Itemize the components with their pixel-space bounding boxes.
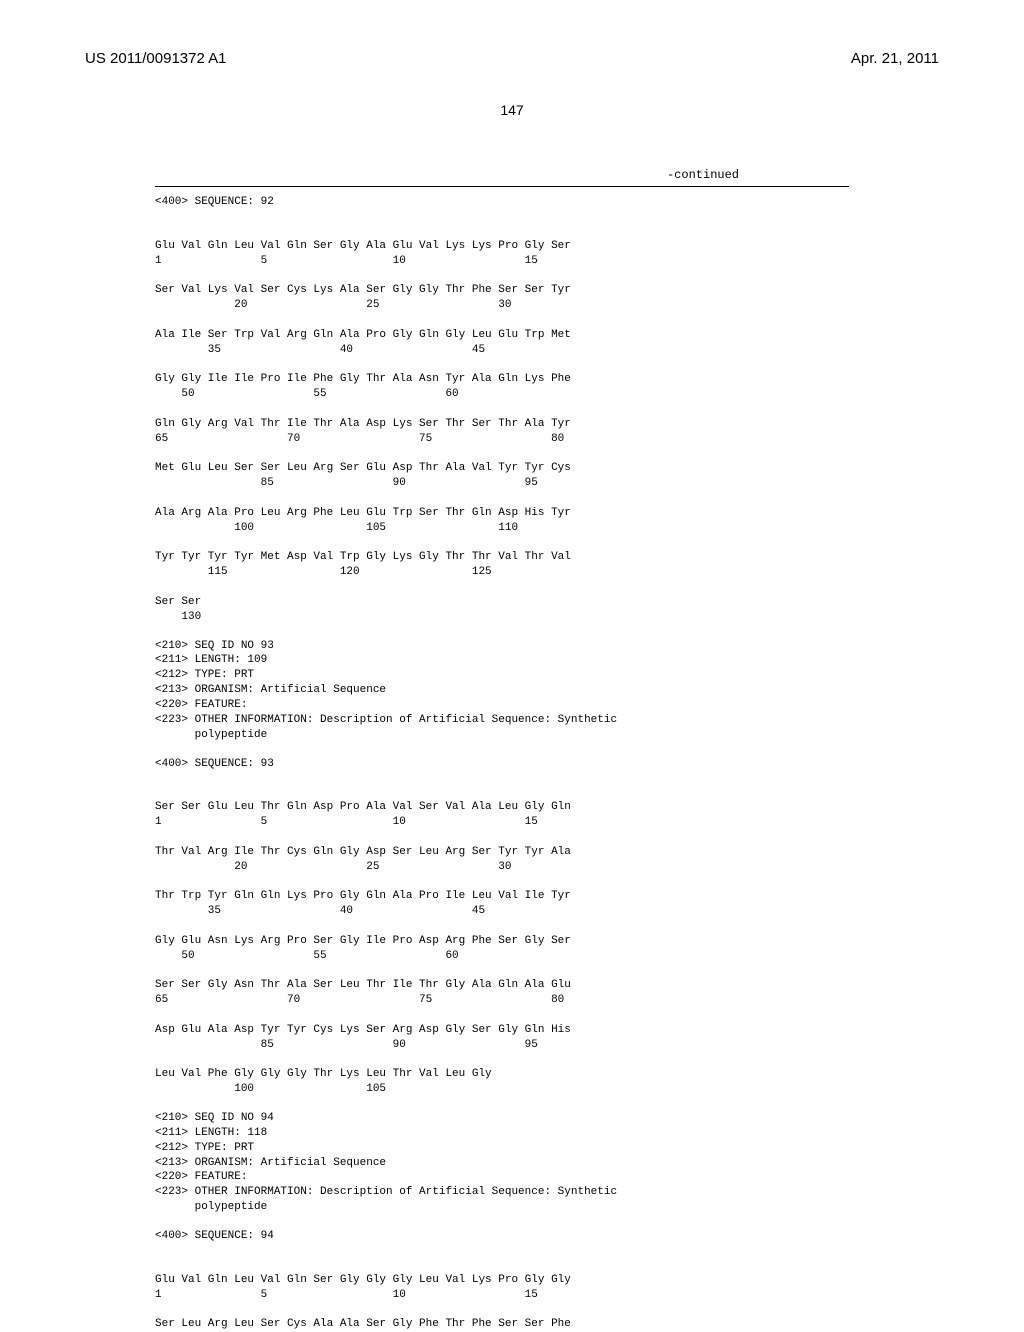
sequence-93-header: <400> SEQUENCE: 93 <box>155 757 939 772</box>
continued-label: -continued <box>85 168 939 182</box>
seq-row-residues: Gly Glu Asn Lys Arg Pro Ser Gly Ile Pro … <box>155 935 571 947</box>
seq-row-residues: Ser Ser Glu Leu Thr Gln Asp Pro Ala Val … <box>155 801 571 813</box>
seq-row-numbers: 115 120 125 <box>155 566 492 578</box>
seq-row-residues: Met Glu Leu Ser Ser Leu Arg Ser Glu Asp … <box>155 462 571 474</box>
sequence-93-meta: <210> SEQ ID NO 93 <211> LENGTH: 109 <21… <box>155 639 939 743</box>
page-header: US 2011/0091372 A1 Apr. 21, 2011 <box>85 50 939 67</box>
seq-row-residues: Tyr Tyr Tyr Tyr Met Asp Val Trp Gly Lys … <box>155 551 571 563</box>
seq-row-numbers: 50 55 60 <box>155 950 459 962</box>
seq-row-numbers: 85 90 95 <box>155 477 538 489</box>
sequence-94-body: Glu Val Gln Leu Val Gln Ser Gly Gly Gly … <box>155 1258 939 1332</box>
seq-row-residues: Glu Val Gln Leu Val Gln Ser Gly Ala Glu … <box>155 240 571 252</box>
divider <box>155 186 849 187</box>
seq-row-numbers: 35 40 45 <box>155 344 485 356</box>
seq-row-residues: Glu Val Gln Leu Val Gln Ser Gly Gly Gly … <box>155 1274 571 1286</box>
seq-row-residues: Ser Val Lys Val Ser Cys Lys Ala Ser Gly … <box>155 284 571 296</box>
page: US 2011/0091372 A1 Apr. 21, 2011 147 -co… <box>0 0 1024 1320</box>
seq-row-numbers: 1 5 10 15 <box>155 255 538 267</box>
seq-row-numbers: 65 70 75 80 <box>155 994 564 1006</box>
seq-row-residues: Thr Trp Tyr Gln Gln Lys Pro Gly Gln Ala … <box>155 890 571 902</box>
seq-row-residues: Ser Ser <box>155 596 201 608</box>
seq-row-numbers: 85 90 95 <box>155 1039 538 1051</box>
seq-row-residues: Ala Ile Ser Trp Val Arg Gln Ala Pro Gly … <box>155 329 571 341</box>
seq-row-residues: Ser Leu Arg Leu Ser Cys Ala Ala Ser Gly … <box>155 1318 571 1330</box>
seq-row-residues: Thr Val Arg Ile Thr Cys Gln Gly Asp Ser … <box>155 846 571 858</box>
seq-row-residues: Gln Gly Arg Val Thr Ile Thr Ala Asp Lys … <box>155 418 571 430</box>
publication-date: Apr. 21, 2011 <box>851 50 939 67</box>
seq-row-numbers: 100 105 110 <box>155 522 518 534</box>
sequence-94-meta: <210> SEQ ID NO 94 <211> LENGTH: 118 <21… <box>155 1111 939 1215</box>
seq-row-numbers: 1 5 10 15 <box>155 816 538 828</box>
sequence-93-body: Ser Ser Glu Leu Thr Gln Asp Pro Ala Val … <box>155 785 939 1097</box>
seq-row-numbers: 65 70 75 80 <box>155 433 564 445</box>
patent-number: US 2011/0091372 A1 <box>85 50 227 67</box>
seq-row-numbers: 20 25 30 <box>155 299 511 311</box>
sequence-92-body: Glu Val Gln Leu Val Gln Ser Gly Ala Glu … <box>155 224 939 625</box>
seq-row-residues: Ser Ser Gly Asn Thr Ala Ser Leu Thr Ile … <box>155 979 571 991</box>
seq-row-residues: Leu Val Phe Gly Gly Gly Thr Lys Leu Thr … <box>155 1068 492 1080</box>
seq-row-numbers: 130 <box>155 611 201 623</box>
page-number: 147 <box>85 102 939 118</box>
sequence-92-header: <400> SEQUENCE: 92 <box>155 195 939 210</box>
seq-row-numbers: 100 105 <box>155 1083 386 1095</box>
seq-row-numbers: 35 40 45 <box>155 905 485 917</box>
seq-row-numbers: 1 5 10 15 <box>155 1289 538 1301</box>
seq-row-numbers: 20 25 30 <box>155 861 511 873</box>
seq-row-numbers: 50 55 60 <box>155 388 459 400</box>
seq-row-residues: Gly Gly Ile Ile Pro Ile Phe Gly Thr Ala … <box>155 373 571 385</box>
seq-row-residues: Ala Arg Ala Pro Leu Arg Phe Leu Glu Trp … <box>155 507 571 519</box>
sequence-94-header: <400> SEQUENCE: 94 <box>155 1229 939 1244</box>
seq-row-residues: Asp Glu Ala Asp Tyr Tyr Cys Lys Ser Arg … <box>155 1024 571 1036</box>
